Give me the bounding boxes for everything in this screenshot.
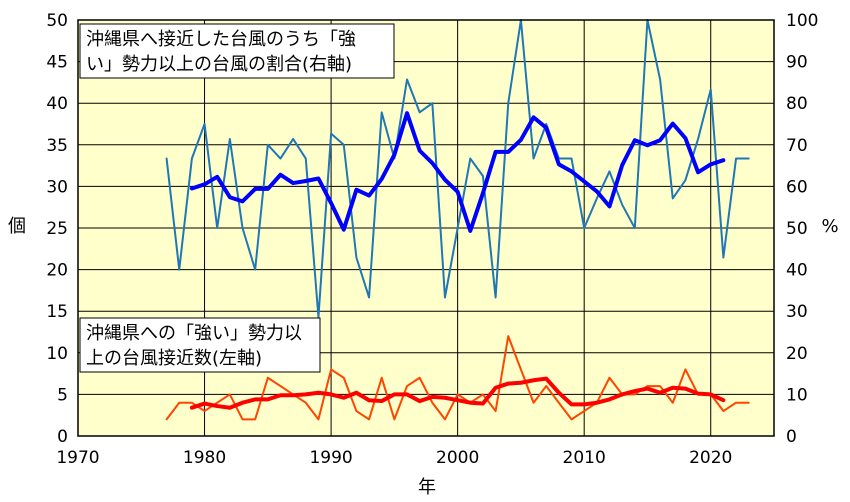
y-tick-label-left: 15 [46,302,68,322]
annotation-count: 沖縄県への「強い」勢力以 上の台風接近数(左軸) [79,317,321,373]
y-tick-label-right: 0 [786,427,797,447]
y-tick-label-right: 50 [786,219,808,239]
y-tick-label-left: 25 [46,219,68,239]
x-tick-label: 2020 [689,448,732,468]
y-tick-label-left: 0 [57,427,68,447]
y-tick-label-left: 10 [46,344,68,364]
y-tick-label-right: 10 [786,385,808,405]
x-tick-label: 1980 [183,448,226,468]
annotation-count-line-1: 沖縄県への「強い」勢力以 [86,323,302,344]
y-tick-label-right: 90 [786,53,808,73]
y-tick-label-right: 20 [786,344,808,364]
annotation-ratio-box [79,23,395,79]
y-tick-label-left: 30 [46,177,68,197]
x-tick-label: 2000 [436,448,479,468]
y-axis-title-left: 個 [8,216,26,237]
ratio-line [165,19,750,319]
y-axis-title-right: % [821,216,838,237]
count-line [165,335,750,421]
x-axis-title: 年 [418,477,436,498]
count-moving-average-line [189,376,726,410]
annotation-ratio: 沖縄県へ接近した台風のうち「強 い」勢力以上の台風の割合(右軸) [79,23,395,79]
y-tick-label-left: 35 [46,136,68,156]
annotation-ratio-line-1: 沖縄県へ接近した台風のうち「強 [86,29,356,50]
y-tick-label-right: 80 [786,94,808,114]
y-tick-label-left: 45 [46,53,68,73]
y-tick-label-right: 40 [786,261,808,281]
y-tick-label-right: 70 [786,136,808,156]
y-tick-label-right: 100 [786,11,818,31]
annotation-ratio-line-2: い」勢力以上の台風の割合(右軸) [86,54,352,75]
annotation-count-box [79,317,321,373]
y-tick-label-left: 40 [46,94,68,114]
y-tick-label-left: 20 [46,261,68,281]
annotation-count-line-2: 上の台風接近数(左軸) [86,348,262,369]
y-tick-label-right: 60 [786,177,808,197]
y-tick-label-right: 30 [786,302,808,322]
y-tick-label-left: 5 [57,385,68,405]
y-tick-label-left: 50 [46,11,68,31]
x-tick-label: 2010 [563,448,606,468]
plot-frame [77,19,775,437]
x-tick-label: 1970 [56,448,99,468]
ratio-moving-average-line [189,111,726,233]
x-tick-label: 1990 [309,448,352,468]
